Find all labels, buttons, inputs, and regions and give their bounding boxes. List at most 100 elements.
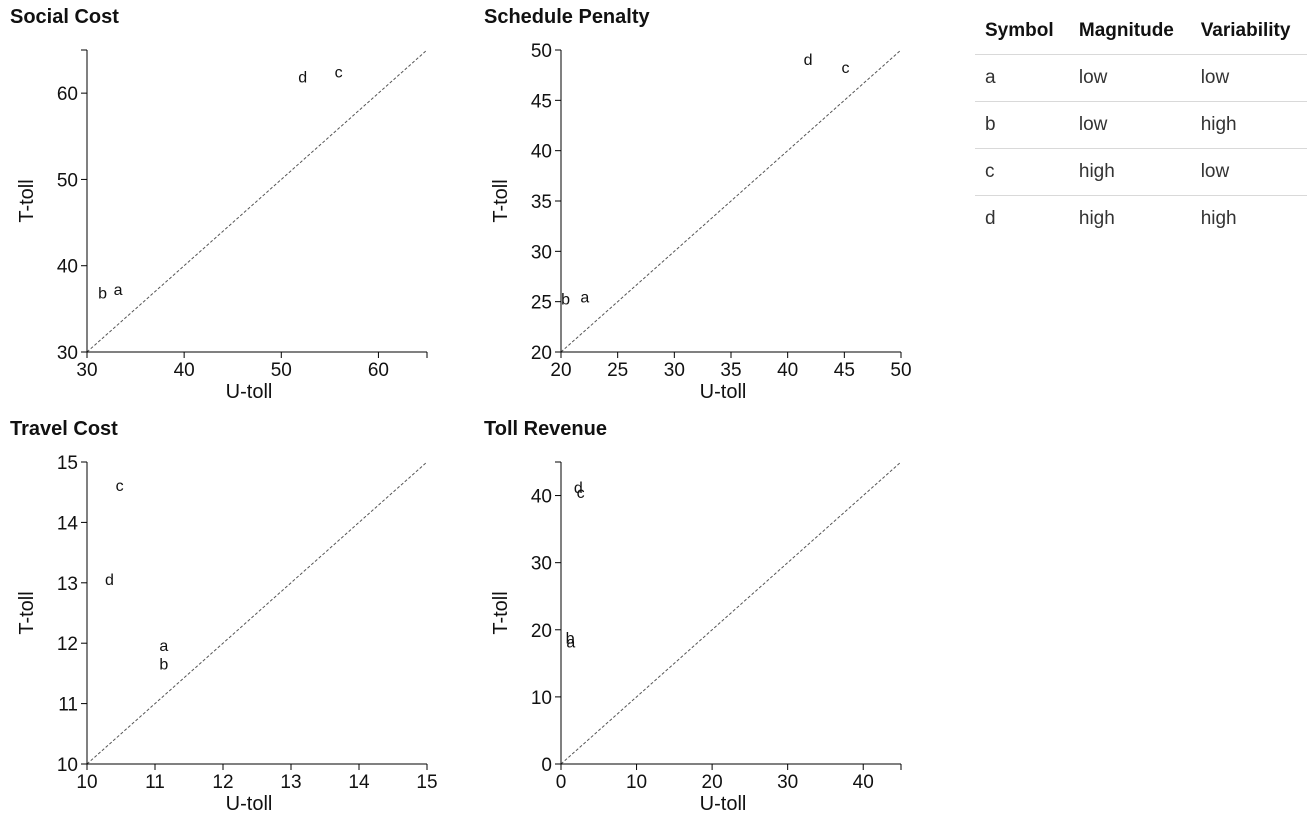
scatter-point-b: b — [159, 656, 168, 673]
x-axis-label: U-toll — [226, 381, 273, 403]
chart-title: Social Cost — [10, 6, 119, 29]
y-tick-label: 20 — [531, 621, 552, 642]
plot-schedule-penalty: 20 25 30 35 40 45 50 20 25 30 35 40 45 50 U-toll T-toll… — [474, 0, 944, 412]
y-tick-label: 40 — [531, 142, 552, 163]
legend-magnitude: high — [1069, 149, 1191, 196]
y-tick-label: 0 — [541, 755, 552, 776]
y-tick-label: 60 — [57, 84, 78, 105]
y-axis-label: T-toll — [490, 179, 512, 222]
legend-header-row: Symbol Magnitude Variability — [975, 10, 1307, 55]
y-tick-label: 14 — [57, 513, 79, 534]
y-tick-label: 40 — [57, 257, 78, 278]
x-tick-label: 14 — [348, 772, 370, 793]
x-tick-label: 30 — [777, 772, 798, 793]
y-tick-label: 10 — [531, 688, 552, 709]
chart-schedule-penalty: Schedule Penalty 20 25 30 35 40 45 50 20 25 30 35 4… — [474, 0, 944, 412]
x-tick-label: 20 — [702, 772, 723, 793]
reference-diagonal-line — [87, 50, 427, 352]
scatter-point-d: d — [574, 480, 583, 497]
x-tick-label: 25 — [607, 360, 628, 381]
x-tick-label: 0 — [556, 772, 567, 793]
x-tick-label: 60 — [368, 360, 389, 381]
x-tick-label: 40 — [853, 772, 874, 793]
legend-row: d high high — [975, 196, 1307, 243]
scatter-point-d: d — [298, 70, 307, 87]
x-axis-label: U-toll — [226, 793, 273, 815]
plot-social-cost: 30 40 50 60 30 40 50 60 U-toll T-toll ab c d — [0, 0, 470, 412]
chart-title: Schedule Penalty — [484, 6, 650, 29]
y-axis-label: T-toll — [16, 179, 38, 222]
legend-row: a low low — [975, 55, 1307, 102]
x-tick-label: 35 — [720, 360, 741, 381]
legend-magnitude: high — [1069, 196, 1191, 243]
legend-header-symbol: Symbol — [975, 10, 1069, 55]
reference-diagonal-line — [87, 462, 427, 764]
x-tick-label: 50 — [271, 360, 292, 381]
legend-magnitude: low — [1069, 102, 1191, 149]
reference-diagonal-line — [561, 462, 901, 764]
x-tick-label: 40 — [777, 360, 798, 381]
scatter-point-c: c — [335, 64, 343, 81]
x-axis-label: U-toll — [700, 793, 747, 815]
x-tick-label: 10 — [76, 772, 97, 793]
y-axis-label: T-toll — [490, 591, 512, 634]
symbol-legend-table: Symbol Magnitude Variability a low low b… — [975, 10, 1307, 242]
x-tick-label: 45 — [834, 360, 855, 381]
x-tick-label: 40 — [174, 360, 195, 381]
legend-header-variability: Variability — [1191, 10, 1307, 55]
y-tick-label: 30 — [531, 554, 552, 575]
y-tick-label: 40 — [531, 487, 552, 508]
y-tick-label: 35 — [531, 192, 552, 213]
legend-row: c high low — [975, 149, 1307, 196]
scatter-point-b: b — [98, 285, 107, 302]
scatter-point-a: a — [114, 282, 123, 299]
scatter-point-c: c — [116, 478, 124, 495]
chart-social-cost: Social Cost 30 40 50 60 30 40 50 60 U-toll T-toll… — [0, 0, 470, 412]
x-axis-label: U-toll — [700, 381, 747, 403]
x-tick-label: 15 — [416, 772, 437, 793]
y-tick-label: 15 — [57, 453, 78, 474]
scatter-point-b: b — [561, 292, 570, 309]
legend-variability: low — [1191, 149, 1307, 196]
x-tick-label: 11 — [145, 772, 165, 793]
y-tick-label: 10 — [57, 755, 78, 776]
x-tick-label: 20 — [550, 360, 571, 381]
chart-title: Travel Cost — [10, 418, 118, 441]
y-axis-label: T-toll — [16, 591, 38, 634]
scatter-point-c: c — [841, 60, 849, 77]
chart-travel-cost: Travel Cost 10 11 12 13 14 15 10 11 12 13 14 15 U-to… — [0, 412, 470, 825]
scatter-point-d: d — [804, 52, 813, 69]
plot-travel-cost: 10 11 12 13 14 15 10 11 12 13 14 15 U-toll T-toll ab c d — [0, 412, 470, 825]
legend-magnitude: low — [1069, 55, 1191, 102]
y-tick-label: 25 — [531, 293, 552, 314]
legend-symbol: b — [975, 102, 1069, 149]
chart-toll-revenue: Toll Revenue 0 10 20 30 40 0 10 20 30 40 U-toll T-t… — [474, 412, 944, 825]
legend-symbol: c — [975, 149, 1069, 196]
x-tick-label: 50 — [890, 360, 911, 381]
plot-toll-revenue: 0 10 20 30 40 0 10 20 30 40 U-toll T-toll ab cd — [474, 412, 944, 825]
y-tick-label: 13 — [57, 574, 78, 595]
legend-row: b low high — [975, 102, 1307, 149]
legend-symbol: a — [975, 55, 1069, 102]
y-tick-label: 12 — [57, 634, 78, 655]
legend-variability: high — [1191, 196, 1307, 243]
legend-variability: high — [1191, 102, 1307, 149]
x-tick-label: 30 — [664, 360, 685, 381]
y-tick-label: 30 — [57, 343, 78, 364]
chart-title: Toll Revenue — [484, 418, 607, 441]
x-tick-label: 13 — [280, 772, 301, 793]
legend-symbol: d — [975, 196, 1069, 243]
y-tick-label: 11 — [58, 695, 78, 716]
y-tick-label: 30 — [531, 242, 552, 263]
legend-header-magnitude: Magnitude — [1069, 10, 1191, 55]
scatter-point-a: a — [580, 290, 589, 307]
reference-diagonal-line — [561, 50, 901, 352]
scatter-point-a: a — [159, 638, 168, 655]
y-tick-label: 20 — [531, 343, 552, 364]
x-tick-label: 12 — [212, 772, 233, 793]
scatter-point-d: d — [105, 572, 114, 589]
x-tick-label: 30 — [76, 360, 97, 381]
y-tick-label: 45 — [531, 91, 552, 112]
x-tick-label: 10 — [626, 772, 647, 793]
legend-variability: low — [1191, 55, 1307, 102]
